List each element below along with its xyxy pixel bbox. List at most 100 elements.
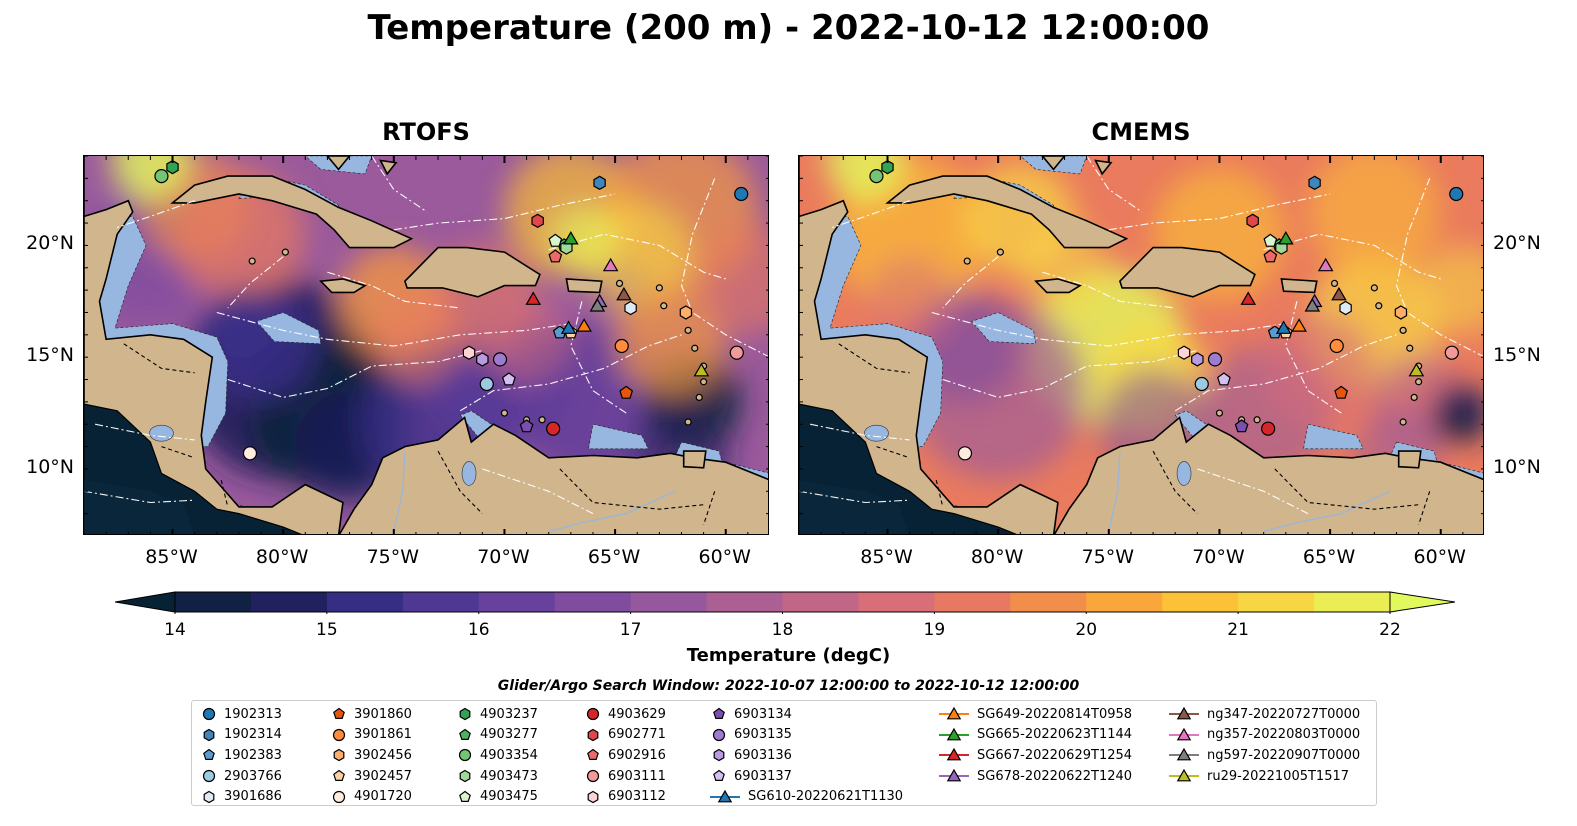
legend-marker (587, 728, 599, 742)
legend-label: ng347-20220727T0000 (1207, 706, 1361, 722)
legend-marker (333, 749, 345, 762)
land-bahamas1 (1041, 156, 1066, 171)
observation-1902313 (734, 186, 749, 202)
colorbar (115, 591, 1455, 614)
shelf-area (1303, 423, 1364, 450)
legend-label: 3901860 (354, 706, 412, 722)
lat-tick-label: 20°N (1493, 232, 1541, 255)
colorbar-tick-label: 16 (467, 620, 490, 640)
observation-ng347-20220727T0000 (1331, 286, 1347, 301)
observation-6903134 (1234, 419, 1249, 433)
legend-entry: 3902456 (328, 745, 412, 766)
legend-label: 6903137 (734, 768, 792, 784)
legend-marker (1169, 727, 1199, 741)
land-trinidad (682, 450, 707, 469)
legend-label: 4903629 (608, 706, 666, 722)
legend-label: SG665-20220623T1144 (977, 727, 1133, 743)
legend-title: Glider/Argo Search Window: 2022-10-07 12… (497, 678, 1080, 694)
lat-tick-label: 15°N (26, 344, 74, 367)
legend-column: SG649-20220814T0958 SG665-20220623T1144 SG… (937, 704, 1132, 786)
land-bahamas2 (379, 159, 398, 176)
colorbar-label: Temperature (degC) (686, 645, 891, 666)
map-canvas (799, 156, 1483, 534)
legend-entry: ng357-20220803T0000 (1167, 725, 1360, 746)
observation-3901860 (619, 385, 634, 399)
legend-column: 6903134 6903135 6903136 6903137 SG610-202206… (708, 704, 903, 807)
legend-entry: ru29-20221005T1517 (1167, 766, 1360, 787)
legend-entry: 2903766 (198, 766, 282, 787)
legend-entry: 6903135 (708, 725, 903, 746)
observation-SG610-20220621T1130 (1275, 320, 1292, 334)
observation-3902456 (679, 305, 693, 320)
legend-label: 4903473 (480, 768, 538, 784)
legend-entry: 6903111 (582, 766, 666, 787)
observation-4901720 (957, 446, 973, 461)
observation-6903112 (1177, 345, 1191, 360)
legend-label: 2903766 (224, 768, 282, 784)
land-southAmerica (1053, 416, 1483, 534)
legend-entry: SG610-20220621T1130 (708, 786, 903, 807)
observation-6903111 (1444, 345, 1459, 360)
legend-marker (939, 768, 969, 782)
legend-label: 3902456 (354, 747, 412, 763)
legend-marker (1169, 707, 1199, 720)
legend-marker (587, 749, 599, 761)
observation-6903137 (1216, 372, 1231, 386)
legend-marker (202, 708, 216, 721)
legend-label: 6902916 (608, 747, 666, 763)
observation-3901860 (1334, 385, 1349, 399)
legend-label: SG610-20220621T1130 (748, 789, 904, 805)
legend-entry: 1902314 (198, 725, 282, 746)
legend-column: 4903237 4903277 4903354 4903473 4903475 (454, 704, 538, 807)
cmems-map (798, 155, 1484, 535)
shelf-area (256, 312, 322, 345)
legend-marker (712, 728, 726, 741)
legend-marker (203, 790, 215, 803)
lon-tick-label: 75°W (366, 546, 420, 568)
legend-label: 1902313 (224, 706, 282, 722)
observation-ng347-20220727T0000 (616, 286, 632, 301)
legend-entry: ng597-20220907T0000 (1167, 745, 1360, 766)
legend-label: 6902771 (608, 727, 666, 743)
rtofs-map (83, 155, 769, 535)
panel-title-rtofs: RTOFS (382, 118, 470, 146)
observation-6903136 (1191, 352, 1204, 367)
observation-4903475 (548, 233, 563, 247)
legend-entry: SG665-20220623T1144 (937, 725, 1132, 746)
lon-tick-label: 60°W (1413, 546, 1466, 568)
observation-3901686 (1339, 300, 1352, 316)
observation-3901861 (614, 338, 629, 354)
lon-tick-label: 70°W (477, 546, 530, 568)
lat-tick-label: 20°N (26, 232, 74, 255)
colorbar-tick-label: 17 (619, 620, 642, 640)
land-trinidad (1397, 450, 1422, 469)
legend-marker (459, 790, 471, 802)
legend-marker (332, 728, 346, 741)
observation-ru29-20221005T1517 (693, 362, 710, 377)
land-puertoRico (565, 278, 603, 294)
observation-SG665-20220623T1144 (1278, 230, 1294, 245)
legend-entry: 4903473 (454, 766, 538, 787)
legend-column: 4903629 6902771 6902916 6903111 6903112 (582, 704, 666, 807)
lon-tick-label: 65°W (1302, 546, 1356, 568)
observation-6903135 (492, 352, 508, 367)
colorbar-tick-label: 14 (164, 620, 186, 640)
shelf-area (588, 423, 649, 450)
legend-label: 3902457 (354, 768, 412, 784)
observation-3901861 (1329, 338, 1344, 354)
map-canvas (84, 156, 768, 534)
legend-label: 4903475 (480, 789, 538, 805)
observation-4903237 (881, 160, 894, 175)
lat-tick-label: 10°N (1493, 455, 1541, 478)
lon-tick-label: 85°W (860, 546, 913, 568)
observation-1902314 (593, 175, 606, 190)
legend-marker (1169, 748, 1199, 761)
legend-entry: 4901720 (328, 786, 412, 807)
legend-marker (939, 727, 969, 741)
legend-marker (203, 728, 215, 742)
land-centralAmerica (84, 156, 344, 534)
land-bahamas1 (326, 156, 351, 171)
observation-SG665-20220623T1144 (563, 230, 579, 245)
legend-entry: SG649-20220814T0958 (937, 704, 1132, 725)
legend-label: 3901686 (224, 789, 282, 805)
